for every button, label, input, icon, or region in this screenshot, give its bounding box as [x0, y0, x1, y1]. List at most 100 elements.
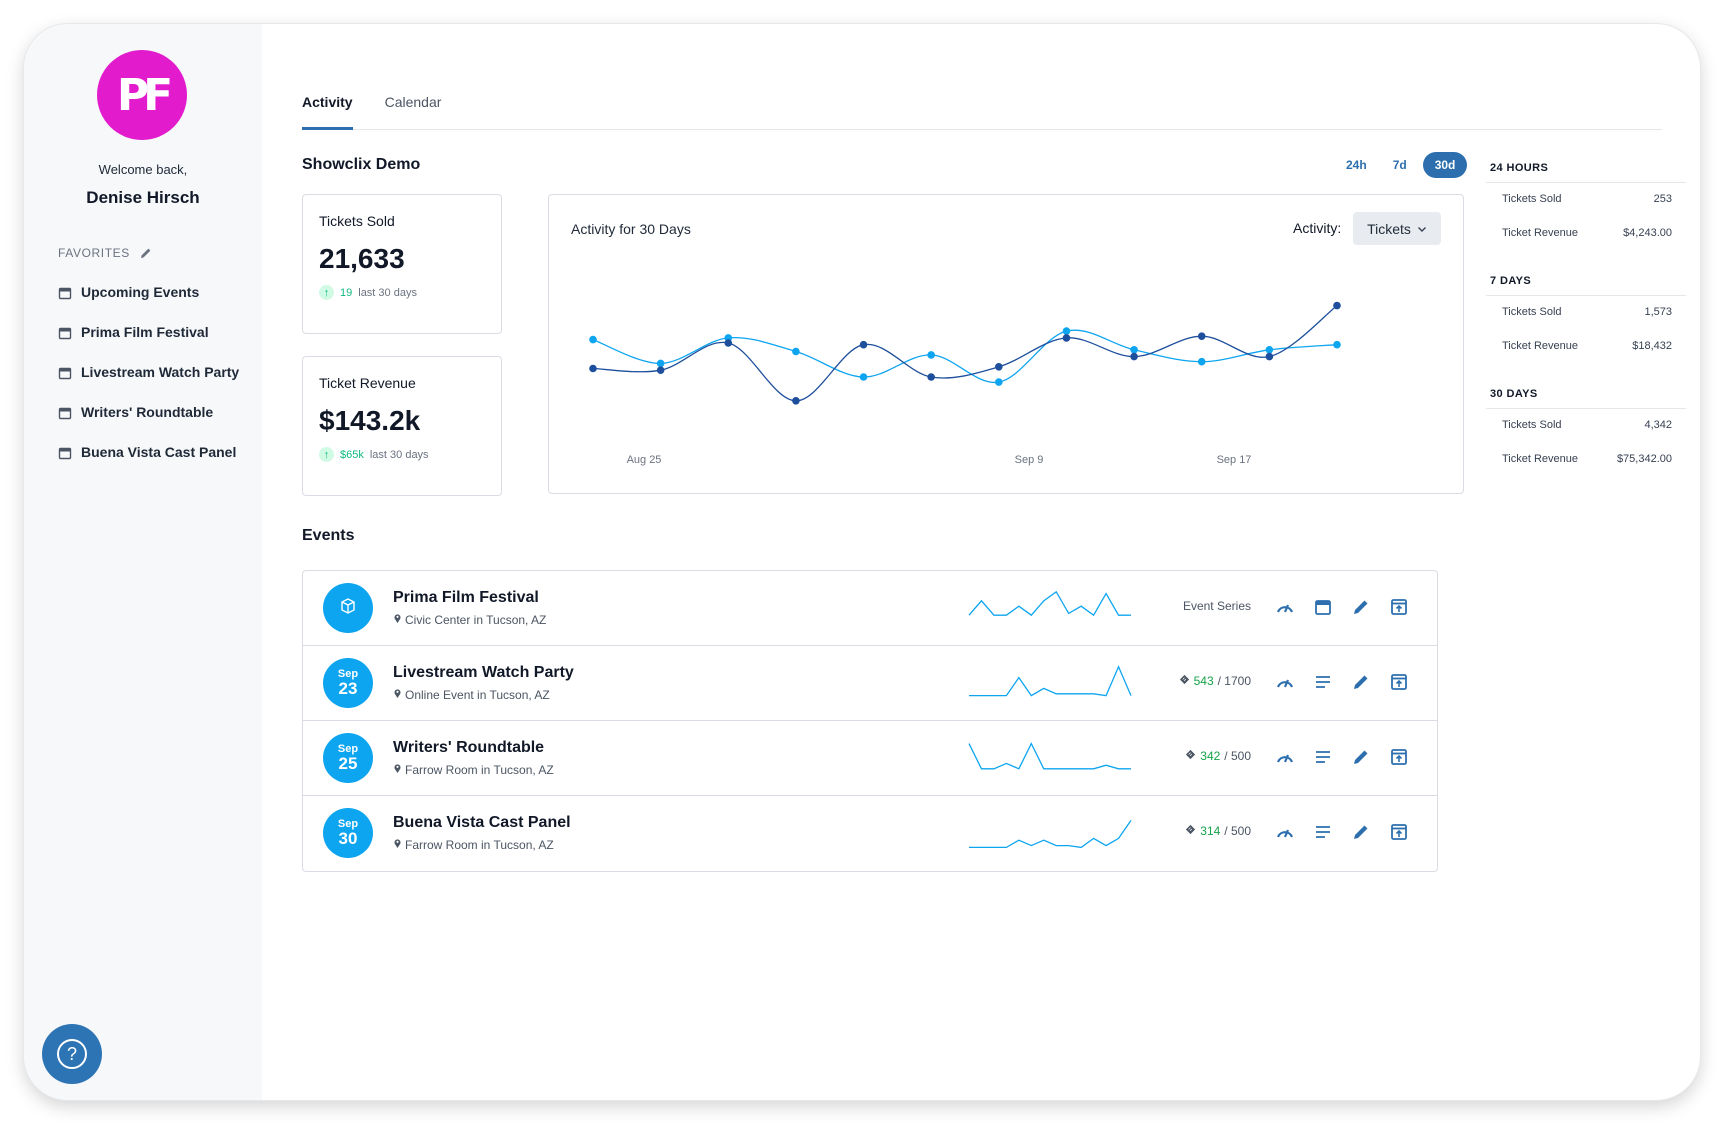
- favorite-item[interactable]: Prima Film Festival: [58, 322, 248, 342]
- data-point[interactable]: [1062, 334, 1071, 342]
- data-point[interactable]: [1130, 346, 1138, 354]
- tickets-sold-value: 21,633: [319, 243, 405, 274]
- event-actions: [1275, 597, 1409, 617]
- data-point[interactable]: [1197, 357, 1206, 366]
- event-name[interactable]: Buena Vista Cast Panel: [393, 814, 571, 831]
- summary-row: Ticket Revenue $4,243.00: [1486, 217, 1686, 251]
- data-point[interactable]: [1265, 352, 1274, 361]
- data-point[interactable]: [1265, 346, 1274, 354]
- open-event-icon[interactable]: [1389, 747, 1409, 767]
- summary-row-label: Tickets Sold: [1502, 193, 1562, 205]
- pencil-icon[interactable]: [140, 247, 152, 259]
- x-tick-label: Aug 25: [627, 454, 662, 466]
- favorite-item[interactable]: Livestream Watch Party: [58, 362, 248, 382]
- list-icon[interactable]: [1313, 822, 1333, 842]
- data-point[interactable]: [792, 347, 800, 356]
- summary-row-value: 253: [1653, 193, 1672, 205]
- data-point[interactable]: [995, 363, 1003, 371]
- summary-row-value: 1,573: [1644, 306, 1672, 318]
- event-day: 23: [338, 679, 358, 698]
- sparkline-path: [969, 820, 1132, 849]
- favorite-item-label: Upcoming Events: [81, 284, 200, 300]
- org-title: Showclix Demo: [302, 156, 421, 173]
- edit-pencil-icon[interactable]: [1351, 597, 1371, 617]
- data-point[interactable]: [927, 351, 935, 359]
- calendar-icon: [58, 285, 72, 300]
- ticket-icon: [1185, 824, 1196, 838]
- data-point[interactable]: [589, 335, 597, 344]
- calendar-icon[interactable]: [1313, 597, 1333, 617]
- event-name[interactable]: Prima Film Festival: [393, 589, 539, 606]
- edit-pencil-icon[interactable]: [1351, 822, 1371, 842]
- range-selector: 24h 7d 30d: [1336, 152, 1468, 178]
- dashboard-gauge-icon[interactable]: [1275, 672, 1295, 692]
- sparkline-path: [968, 590, 1131, 617]
- tab-calendar[interactable]: Calendar: [384, 94, 442, 110]
- data-point[interactable]: [656, 366, 665, 374]
- event-row: Sep 25 Writers' Roundtable Farrow Room in T…: [303, 721, 1437, 796]
- tickets-capacity: / 500: [1224, 749, 1251, 763]
- tickets-sold-card: Tickets Sold 21,633 ↑ 19 last 30 days: [302, 194, 502, 334]
- favorite-item-label: Buena Vista Cast Panel: [81, 444, 237, 460]
- dashboard-gauge-icon[interactable]: [1275, 822, 1295, 842]
- favorite-item-label: Livestream Watch Party: [81, 364, 240, 380]
- tickets-delta-value: 19: [340, 286, 353, 299]
- open-event-icon[interactable]: [1389, 597, 1409, 617]
- data-point[interactable]: [1197, 332, 1206, 340]
- open-event-icon[interactable]: [1389, 672, 1409, 692]
- tickets-sold-count: 342: [1200, 749, 1221, 763]
- event-location: Online Event in Tucson, AZ: [393, 688, 550, 702]
- dashboard-gauge-icon[interactable]: [1275, 747, 1295, 767]
- data-point[interactable]: [1062, 327, 1071, 335]
- summary-row-value: $75,342.00: [1616, 453, 1672, 465]
- data-point[interactable]: [792, 397, 800, 405]
- summary-group: 30 DAYS Tickets Sold 4,342 Ticket Revenue $7…: [1486, 384, 1686, 477]
- range-24h[interactable]: 24h: [1346, 158, 1367, 172]
- revenue-delta-value: $65k: [340, 448, 364, 461]
- list-icon[interactable]: [1313, 747, 1333, 767]
- event-actions: [1275, 747, 1409, 767]
- org-logo[interactable]: PF: [97, 50, 187, 140]
- data-point[interactable]: [1333, 340, 1341, 349]
- map-pin-icon: [393, 838, 402, 852]
- favorite-item[interactable]: Buena Vista Cast Panel: [58, 442, 248, 462]
- favorite-item[interactable]: Upcoming Events: [58, 282, 248, 302]
- map-pin-icon: [393, 613, 402, 627]
- dashboard-gauge-icon[interactable]: [1275, 597, 1295, 617]
- open-event-icon[interactable]: [1389, 822, 1409, 842]
- summary-row-label: Ticket Revenue: [1502, 340, 1579, 352]
- event-actions: [1275, 672, 1409, 692]
- favorite-item[interactable]: Writers' Roundtable: [58, 402, 248, 422]
- range-7d[interactable]: 7d: [1392, 158, 1407, 172]
- data-point[interactable]: [859, 373, 868, 381]
- data-point[interactable]: [927, 373, 935, 381]
- tickets-sold-count: 314: [1200, 824, 1221, 838]
- activity-select[interactable]: Tickets: [1353, 212, 1441, 245]
- event-location-text: Farrow Room in Tucson, AZ: [405, 838, 554, 852]
- event-meta: Event Series: [1183, 599, 1251, 613]
- edit-pencil-icon[interactable]: [1351, 747, 1371, 767]
- data-point[interactable]: [1333, 301, 1341, 310]
- event-row: Sep 23 Livestream Watch Party Online Event …: [303, 646, 1437, 721]
- favorites-label: FAVORITES: [58, 246, 130, 260]
- ticket-revenue-label: Ticket Revenue: [319, 375, 416, 391]
- data-point[interactable]: [656, 359, 665, 368]
- data-point[interactable]: [1130, 352, 1138, 361]
- summary-stats: 24 HOURS Tickets Sold 253 Ticket Revenue $4,…: [1486, 158, 1686, 497]
- event-name[interactable]: Writers' Roundtable: [393, 739, 545, 756]
- help-button[interactable]: ?: [42, 1024, 102, 1084]
- list-icon[interactable]: [1313, 672, 1333, 692]
- event-day: 30: [338, 829, 358, 848]
- data-point[interactable]: [589, 364, 597, 373]
- summary-row: Tickets Sold 4,342: [1486, 409, 1686, 443]
- ticket-icon: [1179, 674, 1190, 688]
- range-30d[interactable]: 30d: [1422, 152, 1468, 178]
- event-name[interactable]: Livestream Watch Party: [393, 664, 574, 681]
- data-point[interactable]: [859, 340, 868, 349]
- data-point[interactable]: [724, 339, 733, 347]
- tab-activity[interactable]: Activity: [302, 68, 353, 130]
- event-series-label: Event Series: [1182, 599, 1251, 613]
- sparkline-path: [968, 742, 1131, 770]
- data-point[interactable]: [995, 378, 1003, 386]
- edit-pencil-icon[interactable]: [1351, 672, 1371, 692]
